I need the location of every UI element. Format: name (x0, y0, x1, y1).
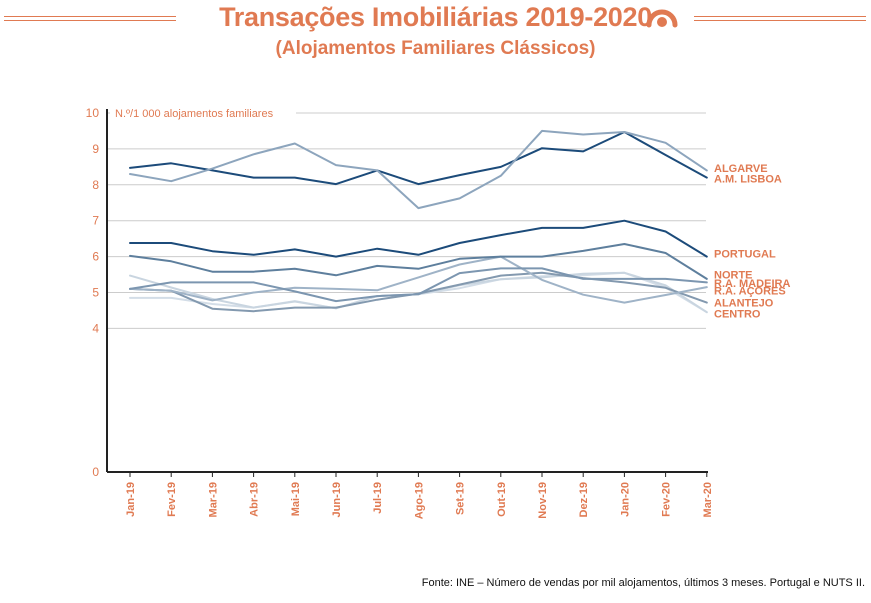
unit-label-bg (110, 105, 296, 121)
x-tick-label-Mar-20: Mar-20 (702, 482, 714, 517)
series-line-norte (129, 243, 708, 280)
series-label-a-m-lisboa: A.M. LISBOA (714, 173, 782, 185)
series-label-algarve: ALGARVE (714, 163, 768, 175)
title-rule-left-2 (4, 20, 176, 21)
x-tick-label-Nov-19: Nov-19 (537, 482, 549, 519)
series-label-centro: CENTRO (714, 308, 761, 320)
y-tick-label-8: 8 (92, 178, 99, 192)
series-line-portugal (129, 219, 708, 258)
series-line-algarve (129, 129, 708, 210)
series-label-alantejo: ALANTEJO (714, 298, 774, 310)
chart-title: Transações Imobiliárias 2019-2020 (219, 2, 652, 32)
x-tick-label-Dez-19: Dez-19 (578, 482, 590, 517)
x-tick-label-Jun-19: Jun-19 (331, 482, 343, 517)
x-tick-label-Jan-19: Jan-19 (125, 482, 137, 517)
y-tick-label-10: 10 (86, 106, 100, 120)
y-tick-label-4: 4 (92, 321, 99, 335)
y-tick-label-9: 9 (92, 142, 99, 156)
series-line-a-m-lisboa (129, 131, 708, 186)
x-tick-label-Set-19: Set-19 (455, 482, 467, 515)
series-line-r-a-madeira (129, 267, 708, 303)
y-tick-label-7: 7 (92, 214, 99, 228)
title-rule-right-1 (694, 16, 866, 17)
x-tick-label-Mar-19: Mar-19 (207, 482, 219, 517)
x-tick-label-Fev-20: Fev-20 (661, 482, 673, 517)
source-note: Fonte: INE – Número de vendas por mil al… (421, 577, 865, 589)
series-line-r-a-a-ores (129, 255, 708, 304)
x-tick-label-Out-19: Out-19 (496, 482, 508, 517)
x-tick-label-Abr-19: Abr-19 (249, 482, 261, 517)
x-tick-label-Mai-19: Mai-19 (290, 482, 302, 516)
y-axis-unit-label: N.º/1 000 alojamentos familiares (115, 108, 274, 120)
title-rule-left-1 (4, 16, 176, 17)
chart-subtitle: (Alojamentos Familiares Clássicos) (275, 38, 596, 59)
series-label-r-a-madeira: R.A. MADEIRA (714, 278, 790, 290)
x-tick-label-Ago-19: Ago-19 (413, 482, 425, 519)
title-rule-right-2 (694, 20, 866, 21)
y-tick-label-0: 0 (92, 465, 99, 479)
x-tick-label-Jan-20: Jan-20 (619, 482, 631, 517)
series-label-r-a-a-ores: R.A. AÇORES (714, 286, 786, 298)
y-tick-label-5: 5 (92, 286, 99, 300)
ine-logo-icon (642, 3, 682, 33)
series-label-norte: NORTE (714, 270, 753, 282)
x-tick-label-Jul-19: Jul-19 (372, 482, 384, 514)
x-tick-label-Fev-19: Fev-19 (166, 482, 178, 517)
y-tick-label-6: 6 (92, 250, 99, 264)
series-label-portugal: PORTUGAL (714, 249, 776, 261)
